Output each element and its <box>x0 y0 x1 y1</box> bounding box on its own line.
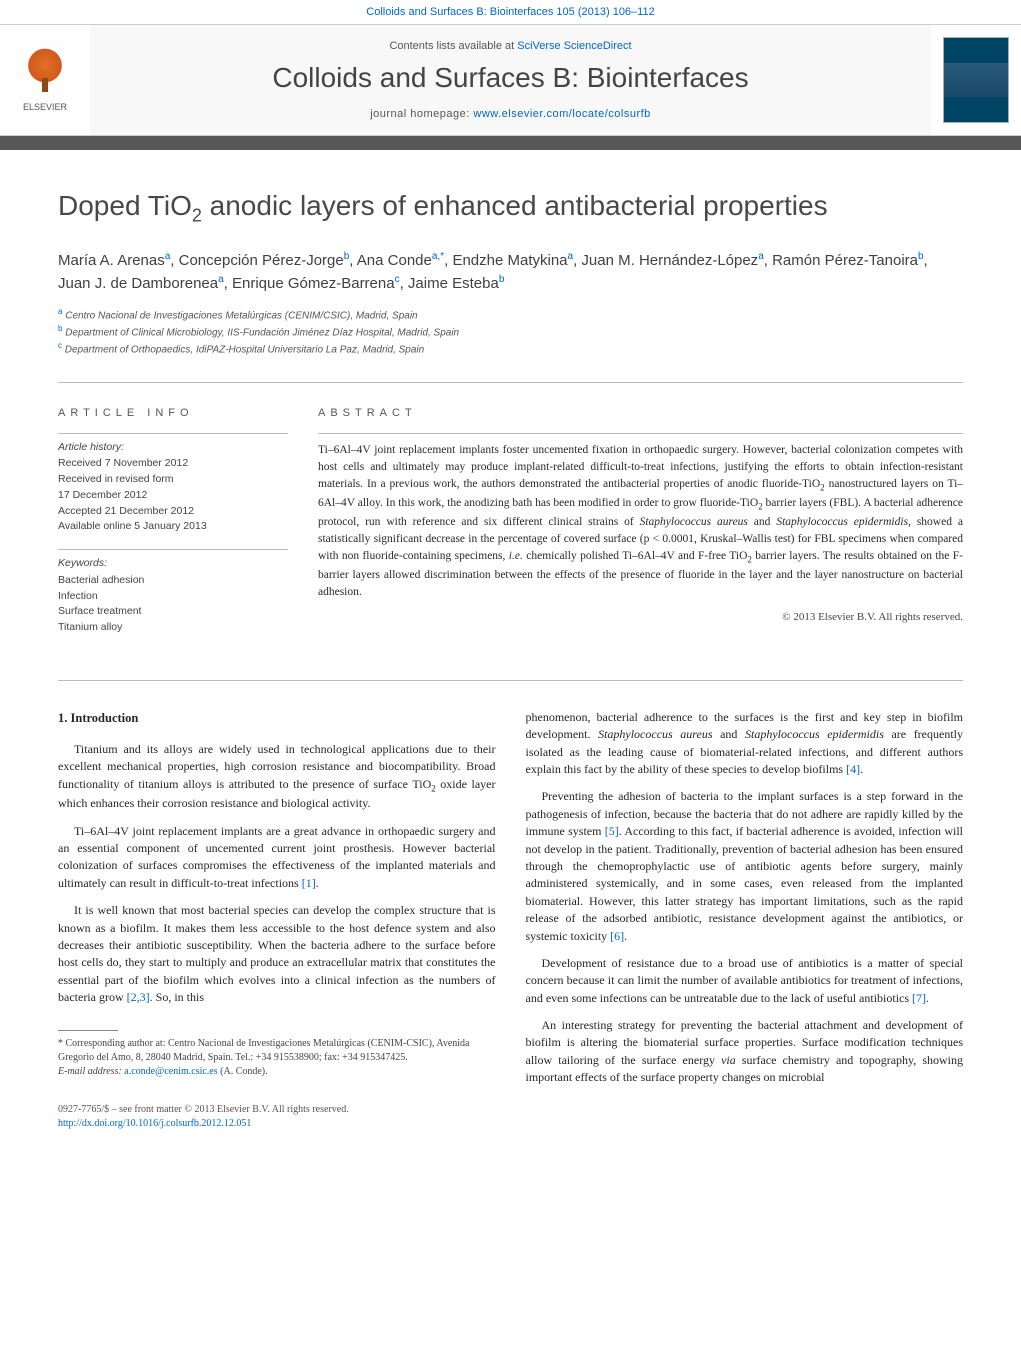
body-paragraph: Titanium and its alloys are widely used … <box>58 741 496 813</box>
corresponding-author-note: * Corresponding author at: Centro Nacion… <box>58 1037 496 1065</box>
abstract-col: abstract Ti–6Al–4V joint replacement imp… <box>318 407 963 650</box>
history-line: Accepted 21 December 2012 <box>58 504 288 520</box>
homepage-line: journal homepage: www.elsevier.com/locat… <box>110 108 911 120</box>
corresponding-email-link[interactable]: a.conde@cenim.csic.es <box>124 1066 217 1077</box>
abstract-text: Ti–6Al–4V joint replacement implants fos… <box>318 433 963 602</box>
journal-cover-icon <box>943 37 1009 123</box>
sciencedirect-link[interactable]: SciVerse ScienceDirect <box>517 40 631 52</box>
body-paragraph: It is well known that most bacterial spe… <box>58 902 496 1006</box>
article-info-heading: article info <box>58 407 288 419</box>
history-label: Article history: <box>58 440 288 456</box>
contents-line: Contents lists available at SciVerse Sci… <box>110 40 911 52</box>
citation-header: Colloids and Surfaces B: Biointerfaces 1… <box>0 0 1021 24</box>
history-line: Received 7 November 2012 <box>58 456 288 472</box>
contents-prefix: Contents lists available at <box>389 40 517 52</box>
keywords-block: Keywords: Bacterial adhesionInfectionSur… <box>58 549 288 636</box>
publisher-block: ELSEVIER <box>0 25 90 135</box>
authors-list: María A. Arenasa, Concepción Pérez-Jorge… <box>58 249 963 296</box>
journal-name: Colloids and Surfaces B: Biointerfaces <box>110 62 911 94</box>
masthead-center: Contents lists available at SciVerse Sci… <box>90 25 931 135</box>
issn-line: 0927-7765/$ – see front matter © 2013 El… <box>58 1103 496 1117</box>
divider-bar <box>0 136 1021 150</box>
info-abstract-row: article info Article history: Received 7… <box>58 382 963 650</box>
article-title: Doped TiO2 anodic layers of enhanced ant… <box>58 190 963 227</box>
history-line: Received in revised form <box>58 472 288 488</box>
body-columns: 1. Introduction Titanium and its alloys … <box>58 680 963 1132</box>
body-col-right: phenomenon, bacterial adherence to the s… <box>526 709 964 1132</box>
title-sub: 2 <box>192 206 202 226</box>
body-paragraph: Development of resistance due to a broad… <box>526 955 964 1007</box>
affiliations-list: a Centro Nacional de Investigaciones Met… <box>58 306 963 358</box>
keywords-label: Keywords: <box>58 556 288 572</box>
history-line: Available online 5 January 2013 <box>58 519 288 535</box>
publisher-name: ELSEVIER <box>23 102 67 112</box>
elsevier-tree-icon <box>20 48 70 98</box>
masthead: ELSEVIER Contents lists available at Sci… <box>0 24 1021 136</box>
cover-thumb-block <box>931 25 1021 135</box>
body-paragraph: Ti–6Al–4V joint replacement implants are… <box>58 823 496 893</box>
doi-link[interactable]: http://dx.doi.org/10.1016/j.colsurfb.201… <box>58 1118 251 1129</box>
bottom-meta: 0927-7765/$ – see front matter © 2013 El… <box>58 1103 496 1131</box>
history-line: 17 December 2012 <box>58 488 288 504</box>
keyword-item: Bacterial adhesion <box>58 573 288 589</box>
section-1-heading: 1. Introduction <box>58 709 496 727</box>
abstract-heading: abstract <box>318 407 963 419</box>
keyword-item: Infection <box>58 589 288 605</box>
content-area: Doped TiO2 anodic layers of enhanced ant… <box>0 190 1021 1131</box>
footnotes: * Corresponding author at: Centro Nacion… <box>58 1037 496 1079</box>
body-paragraph: phenomenon, bacterial adherence to the s… <box>526 709 964 779</box>
homepage-prefix: journal homepage: <box>370 108 473 120</box>
email-label: E-mail address: <box>58 1066 124 1077</box>
email-suffix: (A. Conde). <box>218 1066 268 1077</box>
body-col-left: 1. Introduction Titanium and its alloys … <box>58 709 496 1132</box>
footnote-separator <box>58 1030 118 1031</box>
body-paragraph: Preventing the adhesion of bacteria to t… <box>526 788 964 945</box>
article-info-col: article info Article history: Received 7… <box>58 407 288 650</box>
affiliation-item: b Department of Clinical Microbiology, I… <box>58 323 963 340</box>
abstract-copyright: © 2013 Elsevier B.V. All rights reserved… <box>318 611 963 633</box>
title-post: anodic layers of enhanced antibacterial … <box>202 190 828 221</box>
citation-text: Colloids and Surfaces B: Biointerfaces 1… <box>366 6 654 18</box>
title-pre: Doped TiO <box>58 190 192 221</box>
keyword-item: Titanium alloy <box>58 620 288 636</box>
affiliation-item: c Department of Orthopaedics, IdiPAZ-Hos… <box>58 340 963 357</box>
homepage-link[interactable]: www.elsevier.com/locate/colsurfb <box>473 108 650 120</box>
body-paragraph: An interesting strategy for preventing t… <box>526 1017 964 1087</box>
article-history-block: Article history: Received 7 November 201… <box>58 433 288 536</box>
keyword-item: Surface treatment <box>58 604 288 620</box>
affiliation-item: a Centro Nacional de Investigaciones Met… <box>58 306 963 323</box>
email-line: E-mail address: a.conde@cenim.csic.es (A… <box>58 1065 496 1079</box>
